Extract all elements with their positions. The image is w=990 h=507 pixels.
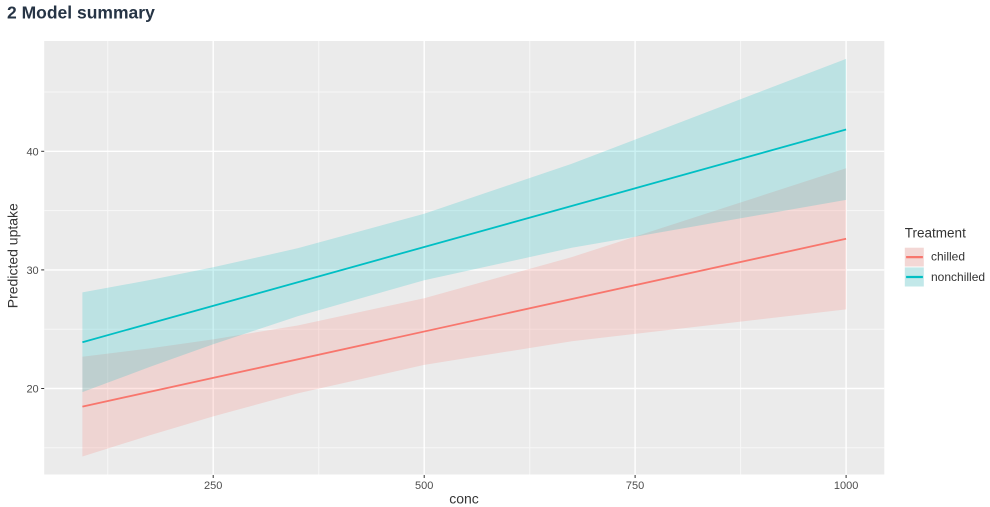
svg-text:nonchilled: nonchilled	[931, 270, 985, 284]
svg-text:500: 500	[415, 480, 433, 492]
svg-text:750: 750	[626, 480, 644, 492]
svg-text:conc: conc	[449, 491, 479, 507]
svg-text:250: 250	[204, 480, 222, 492]
svg-text:Treatment: Treatment	[905, 226, 966, 241]
svg-text:chilled: chilled	[931, 250, 965, 264]
svg-text:2 Model summary: 2 Model summary	[7, 3, 155, 23]
svg-text:1000: 1000	[834, 480, 858, 492]
svg-text:40: 40	[26, 146, 38, 158]
svg-text:Predicted uptake: Predicted uptake	[4, 203, 20, 308]
svg-text:30: 30	[26, 265, 38, 277]
svg-text:20: 20	[26, 384, 38, 396]
